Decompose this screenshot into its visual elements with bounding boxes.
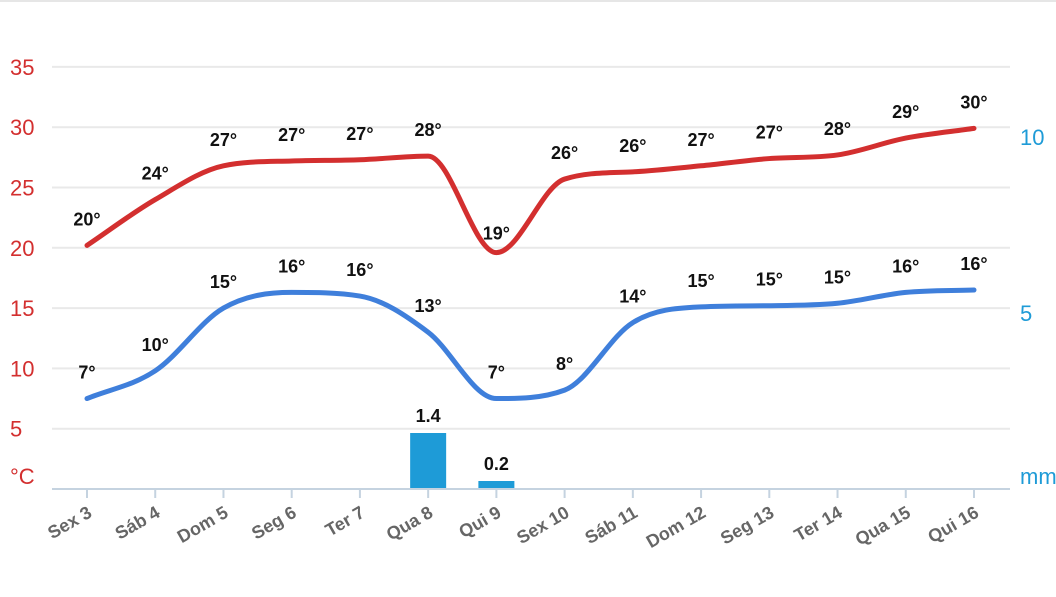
min-temperature-label: 15°	[210, 272, 237, 292]
max-temperature-label: 27°	[210, 130, 237, 150]
precipitation-bar	[410, 433, 447, 489]
min-temperature-line	[84, 287, 977, 402]
left-axis-tick-label: 30	[10, 115, 34, 140]
max-temperature-label: 28°	[824, 119, 851, 139]
left-axis-unit: °C	[10, 464, 35, 489]
max-temperature-label: 27°	[278, 125, 305, 145]
x-axis-tick-label: Sex 3	[44, 502, 95, 543]
right-axis-unit: mm	[1020, 464, 1056, 489]
min-temperature-label: 16°	[892, 256, 919, 276]
min-temperature-label: 14°	[619, 287, 646, 307]
min-temperature-label: 15°	[824, 267, 851, 287]
right-axis-tick-label: 5	[1020, 301, 1032, 326]
x-axis-tick-label: Dom 5	[174, 502, 232, 547]
max-temperature-label: 26°	[551, 143, 578, 163]
x-axis-tick-label: Qua 15	[852, 502, 914, 549]
top-divider	[0, 0, 1056, 2]
max-temperature-label: 29°	[892, 102, 919, 122]
x-axis-tick-label: Sáb 11	[581, 502, 640, 548]
x-axis-ticks: Sex 3 Sáb 4 Dom 5 Seg 6 Ter 7 Qua 8 Qui 9 Sex 1…	[44, 489, 982, 552]
precipitation-bars	[410, 433, 515, 489]
max-temperature-label: 26°	[619, 136, 646, 156]
max-temperature-label: 30°	[960, 92, 987, 112]
left-axis-tick-label: 35	[10, 55, 34, 80]
min-temperature-label: 7°	[78, 363, 95, 383]
precipitation-label: 1.4	[416, 406, 441, 426]
max-temperature-label: 27°	[756, 123, 783, 143]
min-temperature-label: 8°	[556, 354, 573, 374]
max-temperature-line	[84, 125, 977, 256]
temperature-lines	[84, 125, 977, 402]
left-axis-tick-label: 15	[10, 296, 34, 321]
max-temperature-label: 24°	[142, 164, 169, 184]
precipitation-label: 0.2	[484, 454, 509, 474]
left-axis-tick-label: 5	[10, 417, 22, 442]
x-axis-tick-label: Qua 8	[383, 502, 436, 544]
x-axis-tick-label: Seg 6	[248, 502, 300, 543]
min-temperature-label: 15°	[687, 271, 714, 291]
left-axis-tick-label: 10	[10, 356, 34, 381]
min-temperature-label: 10°	[142, 335, 169, 355]
grid-lines	[52, 65, 1010, 430]
x-axis-tick-label: Sex 10	[513, 502, 572, 548]
min-temperature-label: 15°	[756, 270, 783, 290]
right-axis-ticks: 5 10	[1020, 125, 1044, 326]
x-axis-tick-label: Ter 14	[791, 502, 846, 545]
left-axis-tick-label: 20	[10, 236, 34, 261]
x-axis-tick-label: Seg 13	[717, 502, 777, 548]
x-axis-tick-label: Dom 12	[643, 502, 709, 552]
x-axis-tick-label: Qui 16	[924, 502, 982, 547]
right-axis-tick-label: 10	[1020, 125, 1044, 150]
x-axis-tick-label: Sáb 4	[112, 502, 164, 543]
min-temperature-label: 16°	[278, 256, 305, 276]
data-labels: 1.4 0.2 20° 24° 27° 27° 27° 28° 19° 26° 26° 27° 27° 2…	[73, 92, 987, 474]
max-temperature-label: 28°	[415, 120, 442, 140]
left-axis-tick-label: 25	[10, 176, 34, 201]
x-axis-tick-label: Ter 7	[322, 502, 368, 540]
left-axis-ticks: 5 10 15 20 25 30 35	[10, 55, 34, 442]
x-axis-tick-label: Qui 9	[455, 502, 504, 542]
min-temperature-label: 13°	[415, 296, 442, 316]
max-temperature-label: 27°	[687, 130, 714, 150]
max-temperature-label: 19°	[483, 224, 510, 244]
min-temperature-label: 16°	[346, 260, 373, 280]
max-temperature-label: 20°	[73, 209, 100, 229]
min-temperature-label: 16°	[960, 254, 987, 274]
max-temperature-label: 27°	[346, 124, 373, 144]
min-temperature-label: 7°	[488, 363, 505, 383]
precipitation-bar	[478, 481, 515, 489]
